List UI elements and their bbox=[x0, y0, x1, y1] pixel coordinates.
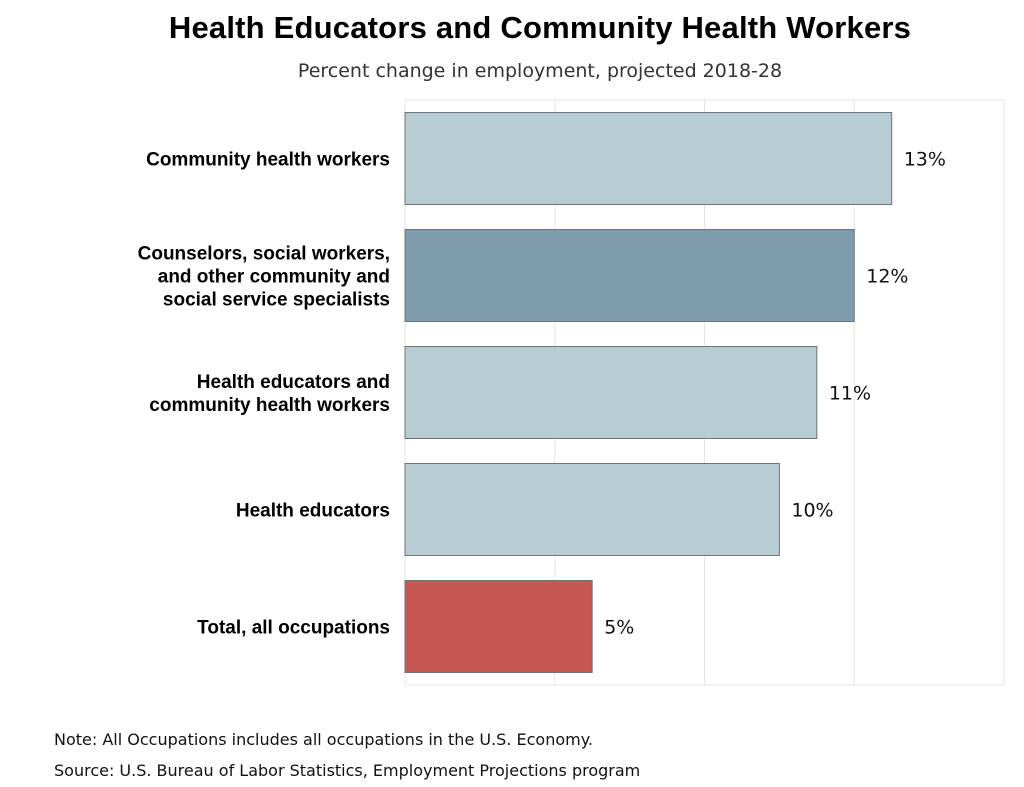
bar-value-label: 11% bbox=[829, 383, 871, 405]
chart-note: Note: All Occupations includes all occup… bbox=[54, 730, 593, 749]
bar-value-label: 10% bbox=[791, 500, 833, 522]
chart-source: Source: U.S. Bureau of Labor Statistics,… bbox=[54, 761, 641, 780]
category-label: Total, all occupations bbox=[197, 618, 390, 639]
category-label: Community health workers bbox=[146, 150, 390, 171]
category-label: Health educators and community health wor… bbox=[149, 372, 390, 416]
bar-value-label: 13% bbox=[904, 149, 946, 171]
bar-value-label: 12% bbox=[866, 266, 908, 288]
bar bbox=[404, 112, 893, 205]
category-label: Counselors, social workers, and other com… bbox=[138, 244, 390, 311]
bar bbox=[404, 580, 593, 673]
bar bbox=[404, 346, 818, 439]
chart-subtitle: Percent change in employment, projected … bbox=[297, 60, 783, 82]
chart-title: Health Educators and Community Health Wo… bbox=[168, 10, 912, 45]
bar bbox=[404, 229, 855, 322]
bar bbox=[404, 463, 780, 556]
category-label: Health educators bbox=[236, 501, 390, 522]
bar-value-label: 5% bbox=[604, 617, 634, 639]
